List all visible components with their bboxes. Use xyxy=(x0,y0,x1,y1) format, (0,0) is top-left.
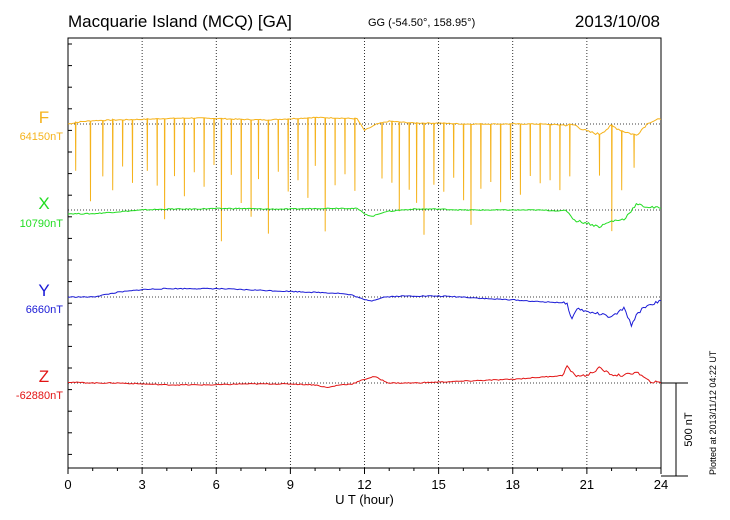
component-base-x: 10790nT xyxy=(20,218,64,230)
component-label-y: Y xyxy=(38,281,49,300)
component-label-x: X xyxy=(38,194,49,213)
plot-date: 2013/10/08 xyxy=(574,12,660,31)
x-tick-label: 24 xyxy=(654,477,668,492)
x-tick-label: 12 xyxy=(357,477,371,492)
trace-z xyxy=(68,364,662,389)
x-tick-label: 6 xyxy=(213,477,220,492)
component-base-z: -62880nT xyxy=(16,390,63,402)
x-tick-label: 15 xyxy=(431,477,445,492)
station-coordinates: GG (-54.50°, 158.95°) xyxy=(368,17,476,29)
plot-frame xyxy=(67,37,662,469)
station-title: Macquarie Island (MCQ) [GA] xyxy=(68,12,292,31)
component-base-f: 64150nT xyxy=(20,131,64,143)
trace-f xyxy=(67,116,662,242)
x-tick-label: 21 xyxy=(580,477,594,492)
x-tick-label: 18 xyxy=(506,477,520,492)
x-tick-label: 0 xyxy=(64,477,71,492)
trace-y xyxy=(67,287,662,328)
scale-bar-label: 500 nT xyxy=(683,412,695,447)
component-label-f: F xyxy=(39,108,49,127)
x-axis-label: U T (hour) xyxy=(335,492,394,507)
trace-x xyxy=(67,202,662,229)
component-label-z: Z xyxy=(39,367,49,386)
component-base-y: 6660nT xyxy=(26,304,64,316)
x-tick-label: 3 xyxy=(139,477,146,492)
x-tick-label: 9 xyxy=(287,477,294,492)
